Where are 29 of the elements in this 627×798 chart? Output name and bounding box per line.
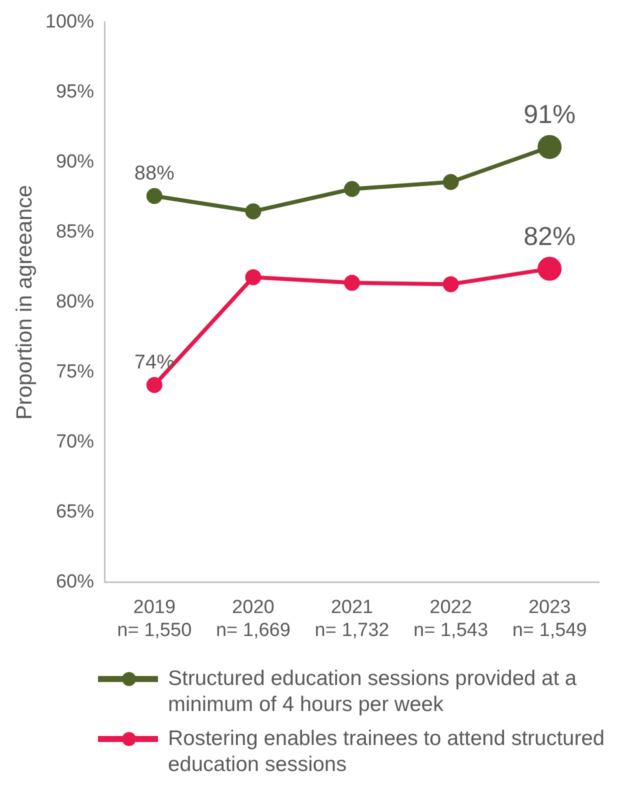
data-label: 82% xyxy=(524,220,576,251)
x-tick-label: 2022 n= 1,543 xyxy=(414,597,488,641)
point xyxy=(146,377,162,393)
x-tick-label: 2023 n= 1,549 xyxy=(512,597,587,641)
y-tick-label: 60% xyxy=(56,572,94,593)
x-tick-label: 2020 n= 1,669 xyxy=(216,597,290,641)
x-tick-label: 2019 n= 1,550 xyxy=(117,597,192,641)
data-label: 88% xyxy=(134,162,175,185)
y-tick-label: 85% xyxy=(56,222,94,243)
y-axis-title: Proportion in agreeance xyxy=(11,184,36,420)
y-tick-label: 100% xyxy=(45,12,94,33)
y-tick-label: 95% xyxy=(56,82,94,103)
point xyxy=(245,203,262,220)
y-tick-label: 70% xyxy=(56,432,94,453)
data-label: 91% xyxy=(524,99,576,130)
y-tick-label: 65% xyxy=(56,502,94,523)
point xyxy=(442,174,459,190)
point xyxy=(344,181,360,197)
x-tick-label: 2021 n= 1,732 xyxy=(314,597,390,641)
y-tick-label: 90% xyxy=(56,152,94,173)
y-tick-label: 80% xyxy=(56,292,94,313)
legend-label: Rostering enables trainees to attend structured education sessions xyxy=(168,726,606,778)
point xyxy=(442,276,459,292)
y-tick-label: 75% xyxy=(56,362,94,383)
point xyxy=(344,274,360,291)
point xyxy=(146,188,162,204)
legend-label: Structured education sessions provided at a minimum of 4 hours per week xyxy=(168,666,578,718)
data-label: 74% xyxy=(134,352,175,374)
point xyxy=(245,269,262,286)
